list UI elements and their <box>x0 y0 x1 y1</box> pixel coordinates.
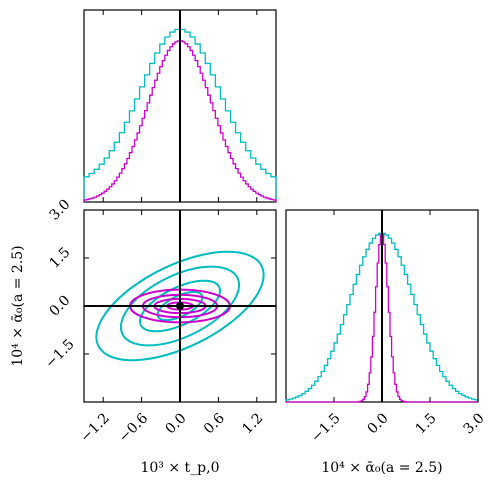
contour-panel-bottom-left: −1.2 −0.6 0.0 0.6 1.2 −1.5 0.0 1.5 3.0 10³ × t_… <box>10 196 277 476</box>
x-tick-label: −0.6 <box>116 410 151 445</box>
x-tick-label: −1.5 <box>308 410 343 445</box>
x-tick-label: −1.2 <box>77 410 112 445</box>
x-axis-label: 10⁴ × ᾱ₀(a = 2.5) <box>321 460 442 476</box>
tick-marks <box>84 209 276 402</box>
y-tick-label: 3.0 <box>46 196 73 223</box>
y-axis-label: 10⁴ × ᾱ₀(a = 2.5) <box>10 245 26 366</box>
contour-ellipse <box>156 290 204 322</box>
tick-marks <box>102 10 258 202</box>
histogram-panel-bottom-right: −1.5 0.0 1.5 3.0 10⁴ × ᾱ₀(a = 2.5) <box>285 209 488 476</box>
x-tick-labels: −1.5 0.0 1.5 3.0 <box>308 410 487 445</box>
x-tick-label: 0.0 <box>163 410 190 437</box>
y-tick-label: 1.5 <box>46 244 73 271</box>
x-tick-label: 1.5 <box>413 410 440 437</box>
y-tick-label: 0.0 <box>46 292 73 319</box>
x-tick-label: 0.6 <box>201 410 228 437</box>
x-tick-labels: −1.2 −0.6 0.0 0.6 1.2 <box>77 410 266 445</box>
contour-ellipse <box>119 265 241 347</box>
x-axis-label: 10³ × t_p,0 <box>140 460 219 476</box>
x-tick-label: 3.0 <box>461 410 488 437</box>
tick-marks <box>333 210 479 402</box>
x-tick-label: 0.0 <box>365 410 392 437</box>
histogram-panel-top-left <box>83 9 277 203</box>
y-tick-labels: −1.5 0.0 1.5 3.0 <box>42 196 77 371</box>
x-tick-label: 1.2 <box>239 410 266 437</box>
contour-ellipse <box>95 250 265 362</box>
y-tick-label: −1.5 <box>42 336 77 371</box>
reference-point <box>176 302 184 310</box>
